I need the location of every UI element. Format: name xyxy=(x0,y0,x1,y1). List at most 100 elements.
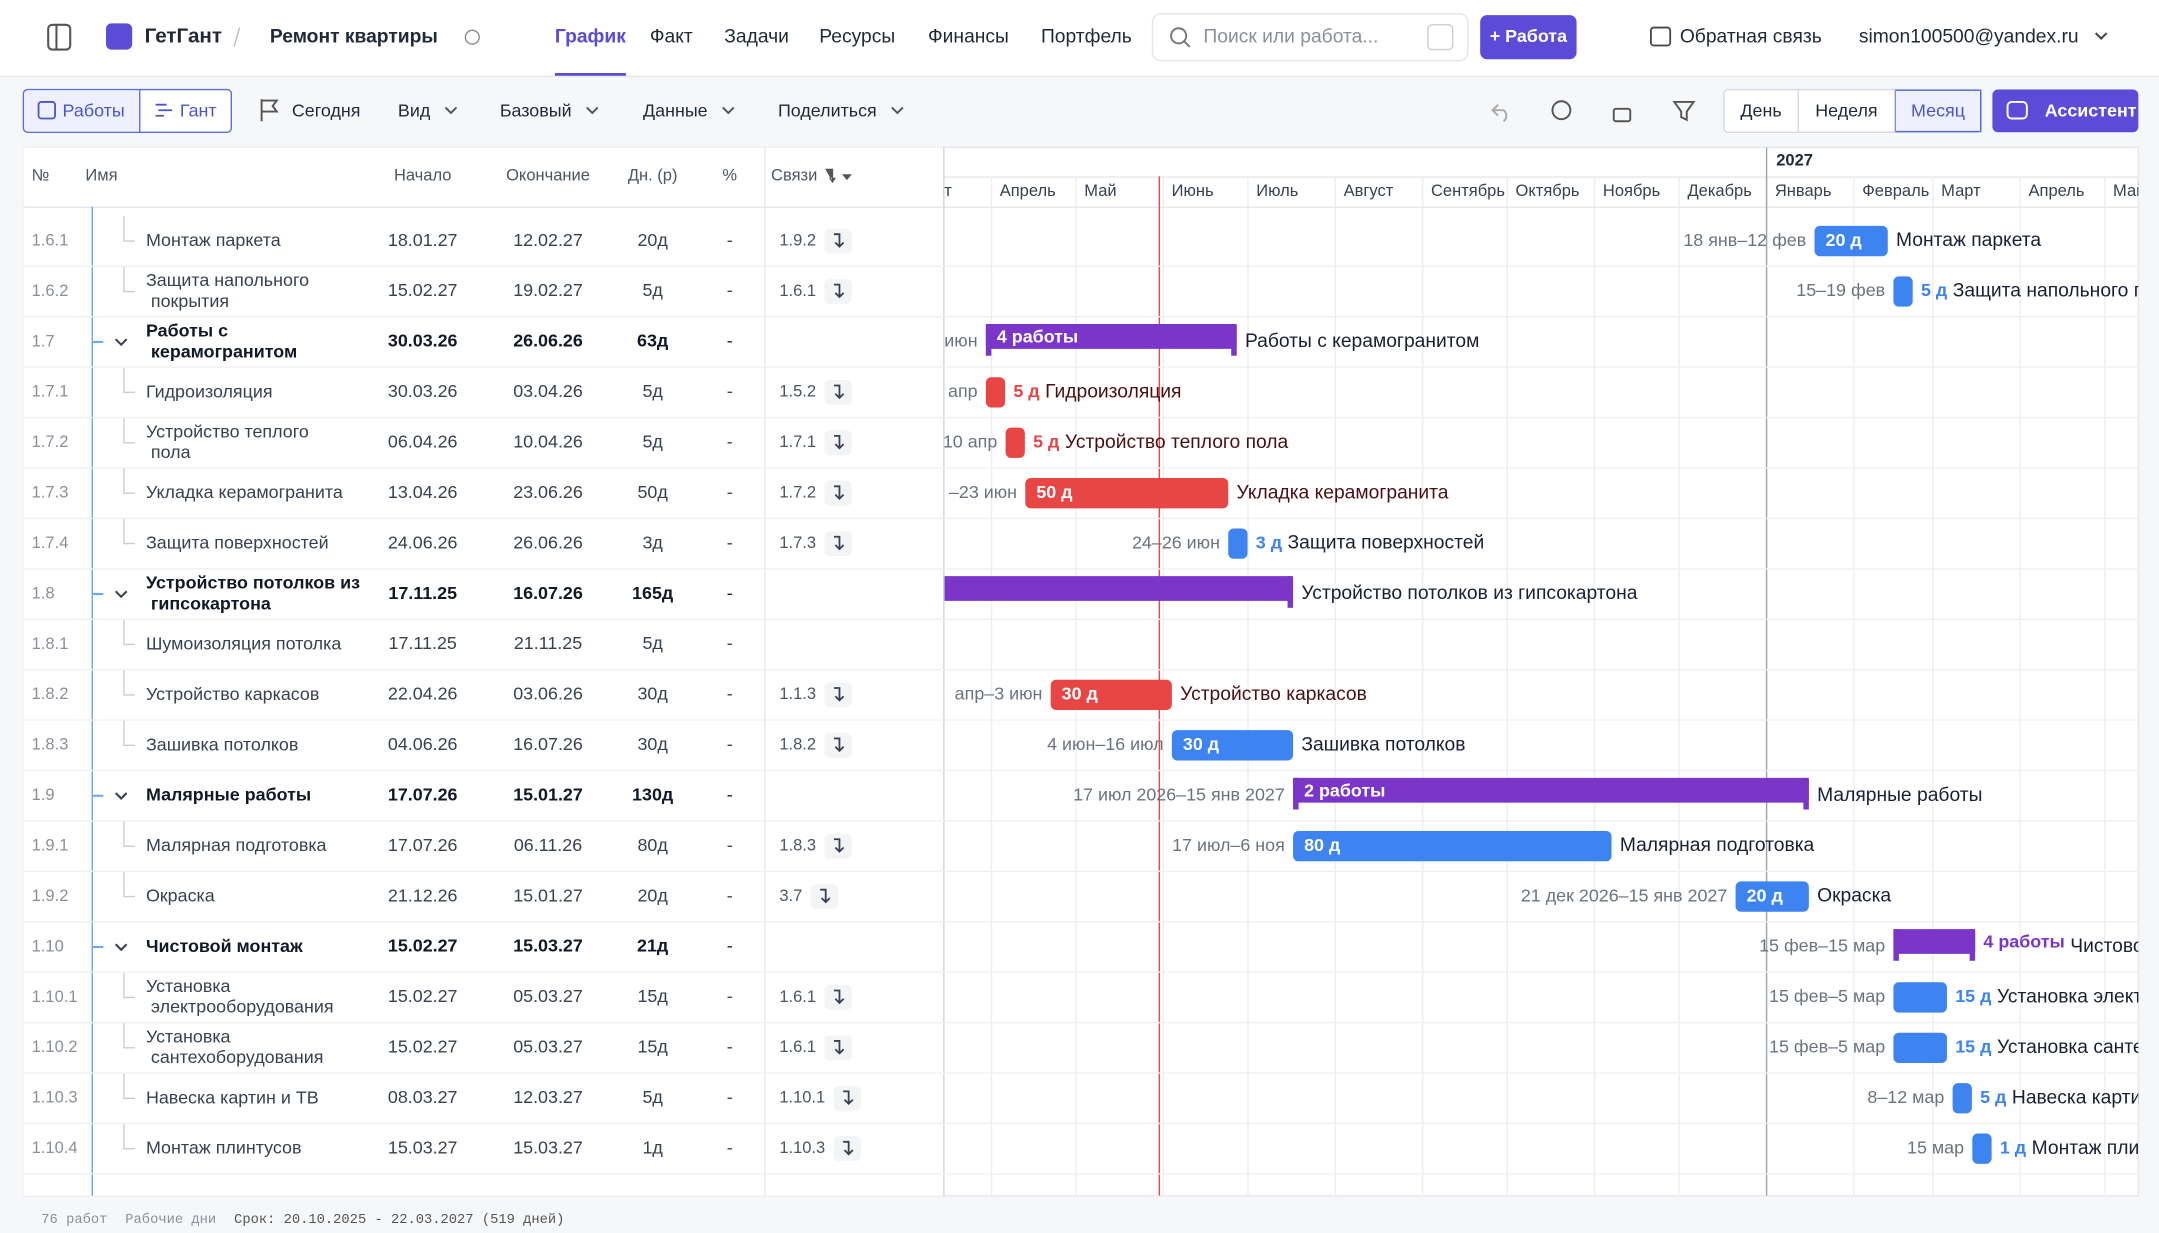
nav-tab[interactable]: Задачи xyxy=(724,26,789,47)
tree-branch xyxy=(123,1123,135,1150)
group-collapse[interactable] xyxy=(114,338,128,347)
task-name[interactable]: Шумоизоляция потолка xyxy=(146,633,341,653)
task-name[interactable]: Работы с керамогранитом xyxy=(146,320,297,361)
month-label: Сентябрь xyxy=(1431,181,1505,200)
scale-option[interactable]: Неделя xyxy=(1815,100,1877,120)
scale-option[interactable]: Месяц xyxy=(1911,100,1965,120)
project-name[interactable]: Ремонт квартиры xyxy=(270,26,438,47)
task-name[interactable]: Зашивка потолков xyxy=(146,734,298,754)
link-button[interactable] xyxy=(824,279,852,304)
link-button[interactable] xyxy=(824,228,852,254)
feedback[interactable]: Обратная связь xyxy=(1680,26,1822,47)
toolbar-menu[interactable]: Базовый xyxy=(500,100,572,120)
duration: 165д xyxy=(632,583,674,603)
predecessor[interactable]: 1.7.3 xyxy=(779,533,816,552)
task-name[interactable]: Укладка керамогранита xyxy=(146,482,343,502)
sidebar-toggle[interactable] xyxy=(47,23,72,51)
task-name[interactable]: Монтаж паркета xyxy=(146,230,281,250)
predecessor[interactable]: 1.8.3 xyxy=(779,836,816,855)
predecessor[interactable]: 1.6.1 xyxy=(779,281,816,300)
task-name[interactable]: Устройство потолков из гипсокартона xyxy=(146,572,360,613)
task-number: 1.6.2 xyxy=(32,281,69,300)
predecessor[interactable]: 1.7.2 xyxy=(779,483,816,502)
duration: 30д xyxy=(637,684,668,704)
column-header[interactable]: Имя xyxy=(85,166,117,185)
predecessor[interactable]: 1.10.1 xyxy=(779,1088,825,1107)
task-name[interactable]: Устройство теплого пола xyxy=(146,421,309,462)
link-button[interactable] xyxy=(824,732,852,758)
predecessor[interactable]: 1.10.3 xyxy=(779,1138,825,1157)
predecessor[interactable]: 3.7 xyxy=(779,886,802,905)
link-button[interactable] xyxy=(824,531,852,557)
search-add[interactable] xyxy=(1427,24,1454,51)
view-works[interactable]: Работы xyxy=(63,100,125,120)
task-name[interactable]: Малярная подготовка xyxy=(146,835,327,855)
predecessor[interactable]: 1.5.2 xyxy=(779,382,816,401)
nav-tab[interactable]: Финансы xyxy=(928,26,1009,47)
predecessor[interactable]: 1.6.1 xyxy=(779,987,816,1006)
predecessor[interactable]: 1.7.1 xyxy=(779,432,816,451)
month-label: Октябрь xyxy=(1516,181,1580,200)
task-number: 1.9.2 xyxy=(32,886,69,905)
user-email[interactable]: simon100500@yandex.ru xyxy=(1859,26,2079,47)
nav-tab[interactable]: Факт xyxy=(650,26,693,47)
task-name[interactable]: Установка электрооборудования xyxy=(146,976,334,1017)
predecessor[interactable]: 1.9.2 xyxy=(779,230,816,249)
column-header[interactable]: № xyxy=(32,166,50,185)
task-name[interactable]: Защита напольного покрытия xyxy=(146,270,309,311)
column-header[interactable]: Связи xyxy=(771,166,817,185)
column-header[interactable]: % xyxy=(722,166,737,185)
lock-icon[interactable] xyxy=(1612,107,1632,123)
bar-duration: 2 работы xyxy=(1304,780,1385,800)
project-settings[interactable] xyxy=(464,29,480,45)
task-name[interactable]: Окраска xyxy=(146,885,215,905)
add-task-button[interactable] xyxy=(1480,15,1577,60)
predecessor[interactable]: 1.1.3 xyxy=(779,684,816,703)
toolbar-menu[interactable]: Вид xyxy=(398,100,431,120)
undo-icon[interactable] xyxy=(1491,104,1508,123)
group-collapse[interactable] xyxy=(114,943,128,952)
task-name[interactable]: Устройство каркасов xyxy=(146,684,319,704)
link-button[interactable] xyxy=(810,884,839,909)
toolbar-menu[interactable]: Данные xyxy=(643,100,708,120)
assistant-button[interactable] xyxy=(1992,89,2139,133)
today-button[interactable]: Сегодня xyxy=(292,100,361,120)
link-button[interactable] xyxy=(824,1035,852,1061)
link-button[interactable] xyxy=(824,379,852,405)
nav-tab[interactable]: Ресурсы xyxy=(819,26,895,47)
predecessor[interactable]: 1.6.1 xyxy=(779,1037,816,1056)
logo[interactable] xyxy=(106,23,133,50)
history-icon[interactable] xyxy=(1551,100,1572,121)
nav-tab[interactable]: Портфель xyxy=(1041,26,1132,47)
task-name[interactable]: Гидроизоляция xyxy=(146,381,273,401)
column-header[interactable]: Окончание xyxy=(506,166,590,185)
task-name[interactable]: Навеска картин и ТВ xyxy=(146,1087,319,1107)
link-button[interactable] xyxy=(833,1085,862,1111)
link-button[interactable] xyxy=(824,430,852,456)
column-header[interactable]: Дн. (р) xyxy=(628,166,678,185)
filter-icon[interactable] xyxy=(1672,100,1696,122)
task-name[interactable]: Чистовой монтаж xyxy=(146,936,303,956)
month-label: Февраль xyxy=(1862,181,1929,200)
link-button[interactable] xyxy=(824,480,852,506)
task-name[interactable]: Монтаж плинтусов xyxy=(146,1137,302,1157)
view-gantt[interactable]: Гант xyxy=(180,100,217,120)
predecessor[interactable]: 1.8.2 xyxy=(779,735,816,754)
task-name[interactable]: Малярные работы xyxy=(146,784,311,804)
link-button[interactable] xyxy=(824,682,852,708)
month-label: Декабрь xyxy=(1687,181,1751,200)
nav-tab[interactable]: График xyxy=(555,26,626,47)
link-button[interactable] xyxy=(824,833,852,859)
scale-option[interactable]: День xyxy=(1740,100,1781,120)
link-button[interactable] xyxy=(833,1136,862,1162)
tree-branch xyxy=(123,1023,135,1049)
link-button[interactable] xyxy=(824,985,852,1010)
bar-label: Установка сантехоборудования xyxy=(1997,1037,2159,1058)
task-name[interactable]: Защита поверхностей xyxy=(146,532,329,552)
toolbar-menu[interactable]: Поделиться xyxy=(778,100,877,120)
search-box[interactable] xyxy=(1151,13,1469,62)
task-name[interactable]: Установка сантехоборудования xyxy=(146,1026,323,1067)
column-header[interactable]: Начало xyxy=(394,166,452,185)
group-collapse[interactable] xyxy=(114,590,128,599)
group-collapse[interactable] xyxy=(114,792,128,800)
